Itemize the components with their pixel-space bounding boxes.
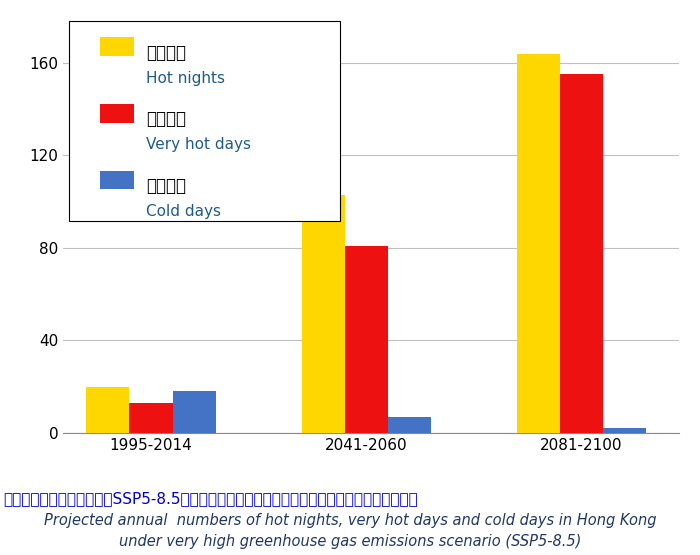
Bar	[87, 387, 130, 433]
FancyBboxPatch shape	[100, 104, 134, 123]
FancyBboxPatch shape	[69, 21, 340, 220]
Text: Very hot days: Very hot days	[146, 138, 251, 153]
Bar	[172, 391, 216, 433]
Bar	[560, 74, 603, 433]
FancyBboxPatch shape	[100, 171, 134, 189]
Bar	[344, 245, 388, 433]
Text: 熱夜數目: 熱夜數目	[146, 44, 186, 62]
Text: Projected annual  numbers of hot nights, very hot days and cold days in Hong Kon: Projected annual numbers of hot nights, …	[43, 513, 657, 528]
Bar	[603, 428, 646, 433]
Text: Hot nights: Hot nights	[146, 70, 225, 86]
Text: 酷熱日數: 酷熱日數	[146, 110, 186, 128]
Bar	[302, 195, 344, 433]
FancyBboxPatch shape	[100, 37, 134, 56]
Bar	[130, 403, 172, 433]
Text: 在很高溫室氣體排放情景（SSP5-8.5）下，香港每年熱夜數目、酷熱日數和寒冷日數的未來推算: 在很高溫室氣體排放情景（SSP5-8.5）下，香港每年熱夜數目、酷熱日數和寒冷日…	[4, 491, 419, 506]
Bar	[388, 417, 430, 433]
Bar	[517, 54, 560, 433]
Text: 寒冷日數: 寒冷日數	[146, 177, 186, 195]
Text: Cold days: Cold days	[146, 204, 221, 219]
Text: under very high greenhouse gas emissions scenario (SSP5-8.5): under very high greenhouse gas emissions…	[119, 534, 581, 549]
